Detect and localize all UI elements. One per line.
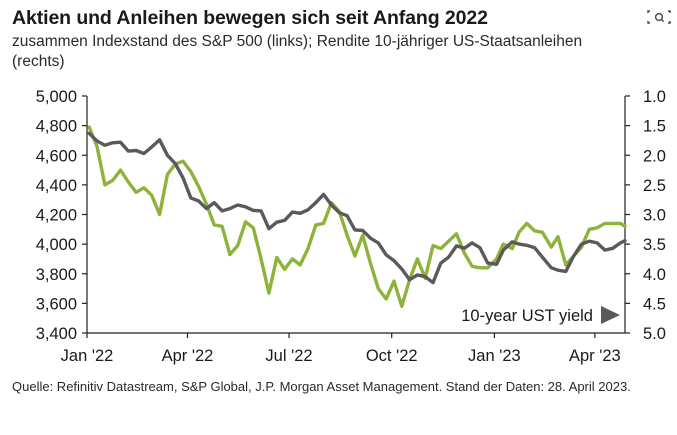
visual-search-icon[interactable] bbox=[643, 6, 675, 28]
series-line-sp500 bbox=[87, 125, 627, 308]
right-tick-label: 2.0 bbox=[643, 147, 666, 165]
left-tick-label: 5,000 bbox=[36, 88, 77, 106]
x-tick-label: Jan '23 bbox=[468, 347, 521, 365]
right-ticks: 1.0 1.5 2.0 2.5 3.0 3.5 4.0 4.5 5.0 bbox=[625, 88, 666, 343]
right-tick-label: 3.5 bbox=[643, 236, 666, 254]
left-tick-label: 3,800 bbox=[36, 266, 77, 284]
left-tick-label: 4,200 bbox=[36, 207, 77, 225]
series-line-ust-yield bbox=[87, 131, 627, 285]
chart-title: Aktien und Anleihen bewegen sich seit An… bbox=[12, 7, 488, 29]
right-tick-label: 5.0 bbox=[643, 325, 666, 343]
x-tick-label: Jul '22 bbox=[265, 347, 312, 365]
annotation-label: 10-year UST yield bbox=[461, 307, 593, 325]
right-tick-label: 2.5 bbox=[643, 177, 666, 195]
source-note: Quelle: Refinitiv Datastream, S&P Global… bbox=[12, 379, 631, 394]
x-tick-label: Apr '23 bbox=[569, 347, 621, 365]
left-tick-label: 3,400 bbox=[36, 325, 77, 343]
left-tick-label: 4,800 bbox=[36, 118, 77, 136]
left-tick-label: 4,000 bbox=[36, 236, 77, 254]
right-tick-label: 4.0 bbox=[643, 266, 666, 284]
x-tick-label: Oct '22 bbox=[366, 347, 418, 365]
x-tick-label: Jan '22 bbox=[61, 347, 114, 365]
left-ticks: 5,000 4,800 4,600 4,400 4,200 4,000 3,800 3,600… bbox=[36, 88, 87, 343]
annotation-arrow-icon bbox=[601, 306, 620, 324]
right-tick-label: 1.0 bbox=[643, 88, 666, 106]
x-ticks: Jan '22 Apr '22 Jul '22 Oct '22 Jan '23 Apr '… bbox=[61, 333, 621, 365]
left-tick-label: 4,600 bbox=[36, 147, 77, 165]
right-tick-label: 3.0 bbox=[643, 207, 666, 225]
x-tick-label: Apr '22 bbox=[162, 347, 214, 365]
chart-subtitle: zusammen Indexstand des S&P 500 (links);… bbox=[12, 33, 583, 70]
left-tick-label: 3,600 bbox=[36, 295, 77, 313]
right-tick-label: 1.5 bbox=[643, 118, 666, 136]
left-tick-label: 4,400 bbox=[36, 177, 77, 195]
right-tick-label: 4.5 bbox=[643, 295, 666, 313]
